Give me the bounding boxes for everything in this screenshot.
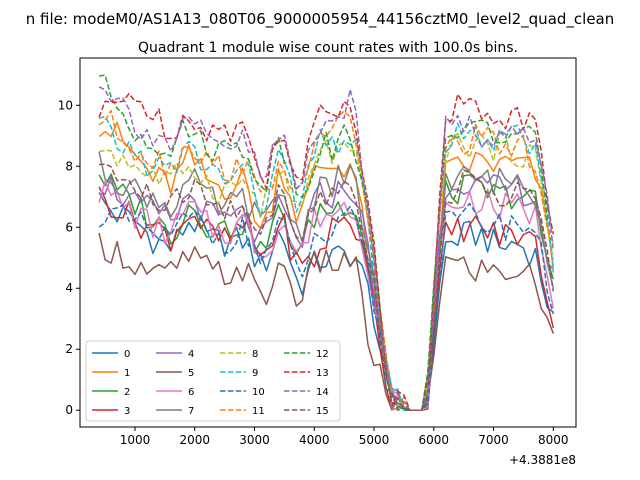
legend-label-11: 11 xyxy=(252,406,265,417)
legend-label-5: 5 xyxy=(188,368,194,379)
series-line-11 xyxy=(98,109,554,411)
series-line-6 xyxy=(98,180,555,411)
legend-label-14: 14 xyxy=(316,387,329,398)
x-tick-label-3000: 3000 xyxy=(239,433,270,447)
series-line-14 xyxy=(98,86,555,411)
legend-label-10: 10 xyxy=(252,387,265,398)
x-tick-label-7000: 7000 xyxy=(478,433,509,447)
y-tick-label-8: 8 xyxy=(65,159,73,173)
y-tick-label-6: 6 xyxy=(65,220,73,234)
chart-suptitle: n file: modeM0/AS1A13_080T06_9000005954_… xyxy=(26,10,615,29)
legend-label-2: 2 xyxy=(124,387,130,398)
series-line-3 xyxy=(98,186,555,411)
legend-label-9: 9 xyxy=(252,368,258,379)
y-tick-label-4: 4 xyxy=(65,281,73,295)
x-axis: 1000 2000 3000 4000 5000 6000 7000 8000 xyxy=(120,427,569,447)
x-tick-label-8000: 8000 xyxy=(538,433,569,447)
series-line-15 xyxy=(99,163,555,411)
x-tick-label-1000: 1000 xyxy=(120,433,151,447)
legend-label-13: 13 xyxy=(316,368,329,379)
y-tick-label-2: 2 xyxy=(65,342,73,356)
legend-box xyxy=(85,340,341,422)
axes-frame xyxy=(79,57,577,428)
y-axis: 0 2 4 6 8 10 xyxy=(58,98,80,417)
legend-label-7: 7 xyxy=(188,406,194,417)
series-line-5 xyxy=(98,232,555,411)
legend-label-6: 6 xyxy=(188,387,194,398)
series-line-9 xyxy=(98,115,555,411)
legend-label-3: 3 xyxy=(124,406,130,417)
series-layer xyxy=(98,74,555,411)
series-line-12 xyxy=(98,74,554,411)
legend-label-12: 12 xyxy=(316,349,329,360)
legend-label-4: 4 xyxy=(188,349,194,360)
y-tick-label-10: 10 xyxy=(58,98,73,112)
chart-title: Quadrant 1 module wise count rates with … xyxy=(138,40,518,56)
x-tick-label-6000: 6000 xyxy=(419,433,450,447)
series-line-1 xyxy=(98,121,555,411)
x-tick-label-2000: 2000 xyxy=(179,433,210,447)
y-tick-label-0: 0 xyxy=(65,403,73,417)
legend-label-0: 0 xyxy=(124,349,130,360)
x-tick-label-4000: 4000 xyxy=(299,433,330,447)
plot-area xyxy=(79,57,577,428)
x-tick-label-5000: 5000 xyxy=(359,433,390,447)
series-line-10 xyxy=(98,202,555,411)
x-offset-text: +4.3881e8 xyxy=(509,453,576,467)
legend-label-15: 15 xyxy=(316,406,329,417)
legend-label-8: 8 xyxy=(252,349,258,360)
legend-label-1: 1 xyxy=(124,368,130,379)
series-line-13 xyxy=(98,92,555,411)
